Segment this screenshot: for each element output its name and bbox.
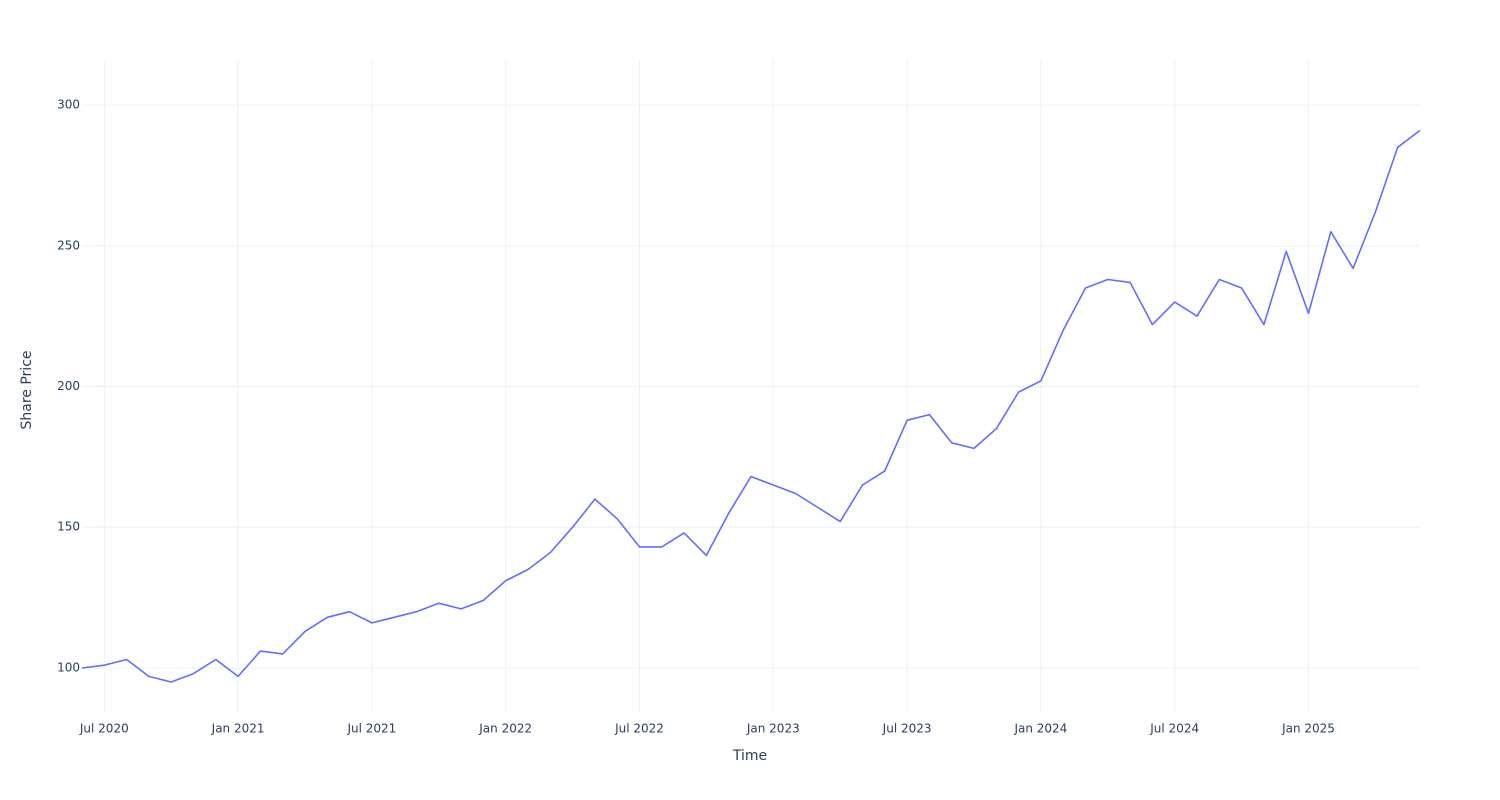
x-tick-label: Jan 2021 <box>211 722 265 736</box>
x-tick-label: Jul 2020 <box>79 722 129 736</box>
y-tick-label: 250 <box>57 238 80 252</box>
y-axis-title: Share Price <box>19 350 35 429</box>
data-line <box>81 129 1421 683</box>
x-axis-title: Time <box>732 748 767 764</box>
y-tick-label: 150 <box>57 520 80 534</box>
x-tick-label: Jul 2022 <box>614 722 664 736</box>
y-tick-label: 200 <box>57 379 80 393</box>
x-tick-label: Jul 2023 <box>882 722 932 736</box>
x-tick-label: Jan 2025 <box>1281 722 1335 736</box>
x-tick-label: Jul 2021 <box>346 722 396 736</box>
x-tick-label: Jan 2023 <box>746 722 800 736</box>
x-tick-label: Jul 2024 <box>1149 722 1199 736</box>
y-tick-label: 100 <box>57 660 80 674</box>
x-tick-label: Jan 2022 <box>478 722 532 736</box>
y-tick-label: 300 <box>57 98 80 112</box>
x-tick-label: Jan 2024 <box>1013 722 1067 736</box>
